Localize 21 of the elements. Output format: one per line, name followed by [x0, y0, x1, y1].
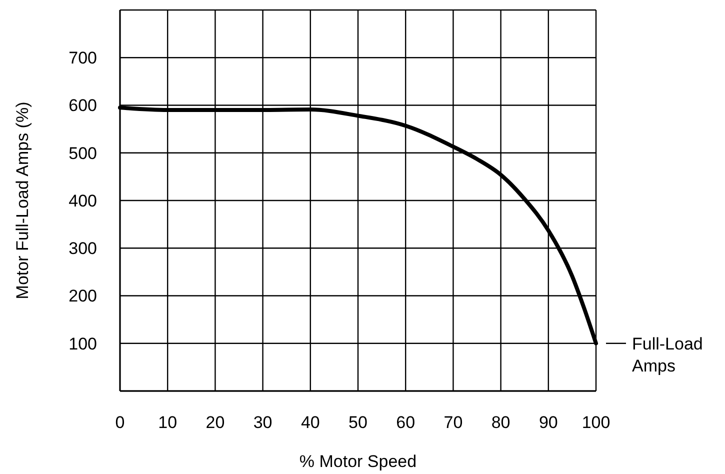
x-tick-label: 20 — [206, 413, 225, 432]
x-tick-label: 40 — [300, 413, 320, 432]
y-tick-label: 200 — [68, 286, 97, 306]
y-tick-label: 100 — [68, 334, 97, 354]
y-tick-label: 700 — [68, 48, 97, 68]
x-tick-label: 60 — [396, 413, 416, 432]
x-tick-label: 50 — [348, 413, 368, 432]
x-tick-label: 30 — [253, 413, 272, 432]
x-tick-label: 0 — [115, 413, 125, 432]
x-axis-title: % Motor Speed — [299, 452, 417, 471]
y-tick-label: 600 — [68, 96, 97, 116]
x-tick-label: 100 — [582, 413, 610, 432]
x-tick-label: 70 — [444, 413, 463, 432]
y-tick-label: 500 — [68, 144, 97, 163]
y-tick-label: 400 — [68, 191, 97, 210]
x-tick-label: 10 — [158, 413, 178, 432]
annotation: Full-Load Amps — [632, 334, 703, 376]
x-tick-label: 90 — [538, 413, 558, 432]
x-tick-label: 80 — [491, 413, 510, 432]
y-axis-title: Motor Full-Load Amps (%) — [13, 102, 32, 300]
y-tick-label: 300 — [68, 239, 97, 258]
